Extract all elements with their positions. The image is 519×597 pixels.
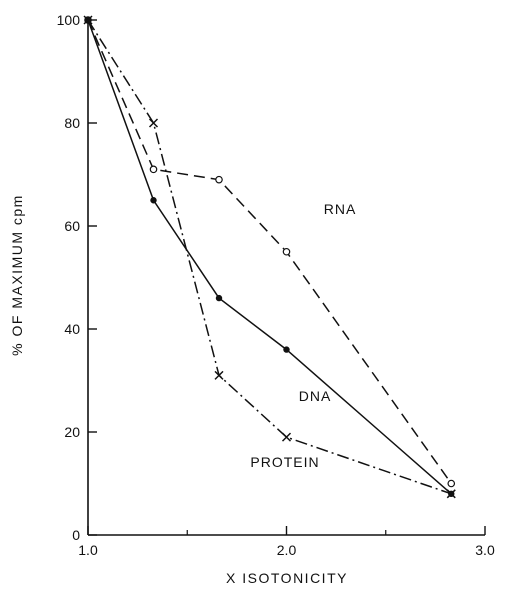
x-axis-title: X ISOTONICITY xyxy=(226,570,348,586)
series-label-dna: DNA xyxy=(299,388,332,404)
point-protein xyxy=(214,370,224,380)
x-tick-label: 3.0 xyxy=(475,542,495,558)
series-line-dna xyxy=(87,19,452,495)
y-tick-label: 60 xyxy=(64,218,80,234)
point-rna xyxy=(447,479,456,488)
y-ticks: 0 20 40 60 80 100 xyxy=(57,12,97,543)
point-dna xyxy=(283,346,290,353)
y-tick-label: 0 xyxy=(72,527,80,543)
x-ticks: 1.0 2.0 3.0 xyxy=(78,526,495,558)
marker-layer xyxy=(83,15,456,499)
series-line-protein xyxy=(87,19,452,495)
y-tick-label: 40 xyxy=(64,321,80,337)
point-dna xyxy=(150,197,157,204)
point-protein xyxy=(83,15,93,25)
point-rna xyxy=(149,165,158,174)
point-rna xyxy=(215,175,223,184)
point-dna xyxy=(215,294,223,302)
point-protein xyxy=(148,118,159,128)
series-layer xyxy=(87,19,452,495)
series-label-protein: PROTEIN xyxy=(250,454,319,470)
series-label-rna: RNA xyxy=(324,201,357,217)
point-rna xyxy=(282,247,291,256)
y-axis-title: % OF MAXIMUM cpm xyxy=(9,194,25,356)
x-tick-label: 2.0 xyxy=(277,542,297,558)
point-protein xyxy=(446,489,456,499)
y-tick-label: 20 xyxy=(64,424,80,440)
y-tick-label: 100 xyxy=(57,12,81,28)
point-protein xyxy=(281,432,292,442)
series-line-rna xyxy=(87,19,452,484)
y-tick-label: 80 xyxy=(64,115,80,131)
x-tick-label: 1.0 xyxy=(78,542,98,558)
